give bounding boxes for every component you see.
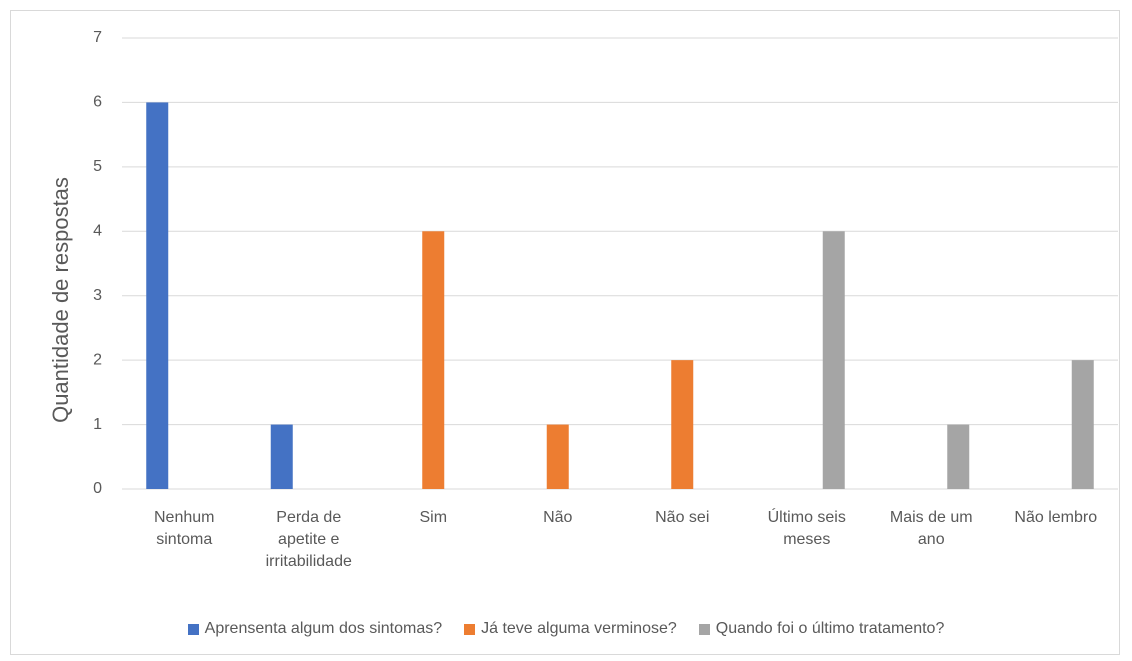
- x-tick-label: Não: [543, 509, 573, 526]
- bar: [546, 424, 569, 489]
- bar: [422, 231, 445, 490]
- y-axis-title: Quantidade de respostas: [48, 177, 73, 423]
- legend-label: Aprensenta algum dos sintomas?: [204, 620, 443, 637]
- y-tick-label: 3: [93, 287, 102, 304]
- x-tick-label: Mais de um ano: [889, 509, 973, 548]
- chart-frame: [10, 10, 1120, 655]
- x-tick-label: Sim: [419, 509, 448, 526]
- bar: [1071, 360, 1094, 489]
- legend: Aprensenta algum dos sintomas? Já teve al…: [0, 620, 1132, 638]
- bar: [146, 102, 169, 489]
- y-tick-label: 0: [93, 480, 102, 497]
- legend-item: Quando foi o último tratamento?: [698, 620, 945, 638]
- x-tick-label: Perda de apetite e irritabilidade: [265, 509, 352, 570]
- legend-swatch: [698, 623, 710, 635]
- bar: [822, 231, 845, 490]
- y-tick-label: 6: [93, 94, 102, 111]
- legend-label: Já teve alguma verminose?: [481, 620, 677, 637]
- x-tick-label: Não lembro: [1014, 509, 1098, 526]
- x-tick-label: Não sei: [655, 509, 710, 526]
- bar: [270, 424, 293, 489]
- y-tick-label: 1: [93, 416, 102, 433]
- legend-label: Quando foi o último tratamento?: [715, 620, 945, 637]
- legend-swatch: [464, 623, 476, 635]
- x-tick-label: Nenhum sintoma: [154, 509, 215, 548]
- y-tick-label: 5: [93, 158, 102, 175]
- y-tick-label: 2: [93, 351, 102, 368]
- legend-item: Já teve alguma verminose?: [464, 620, 677, 638]
- bar: [947, 424, 970, 489]
- y-tick-label: 4: [93, 223, 102, 240]
- bar: [671, 360, 694, 489]
- x-tick-label: Último seis meses: [767, 509, 846, 548]
- legend-swatch: [187, 623, 199, 635]
- y-tick-label: 7: [93, 29, 102, 46]
- legend-item: Aprensenta algum dos sintomas?: [187, 620, 443, 638]
